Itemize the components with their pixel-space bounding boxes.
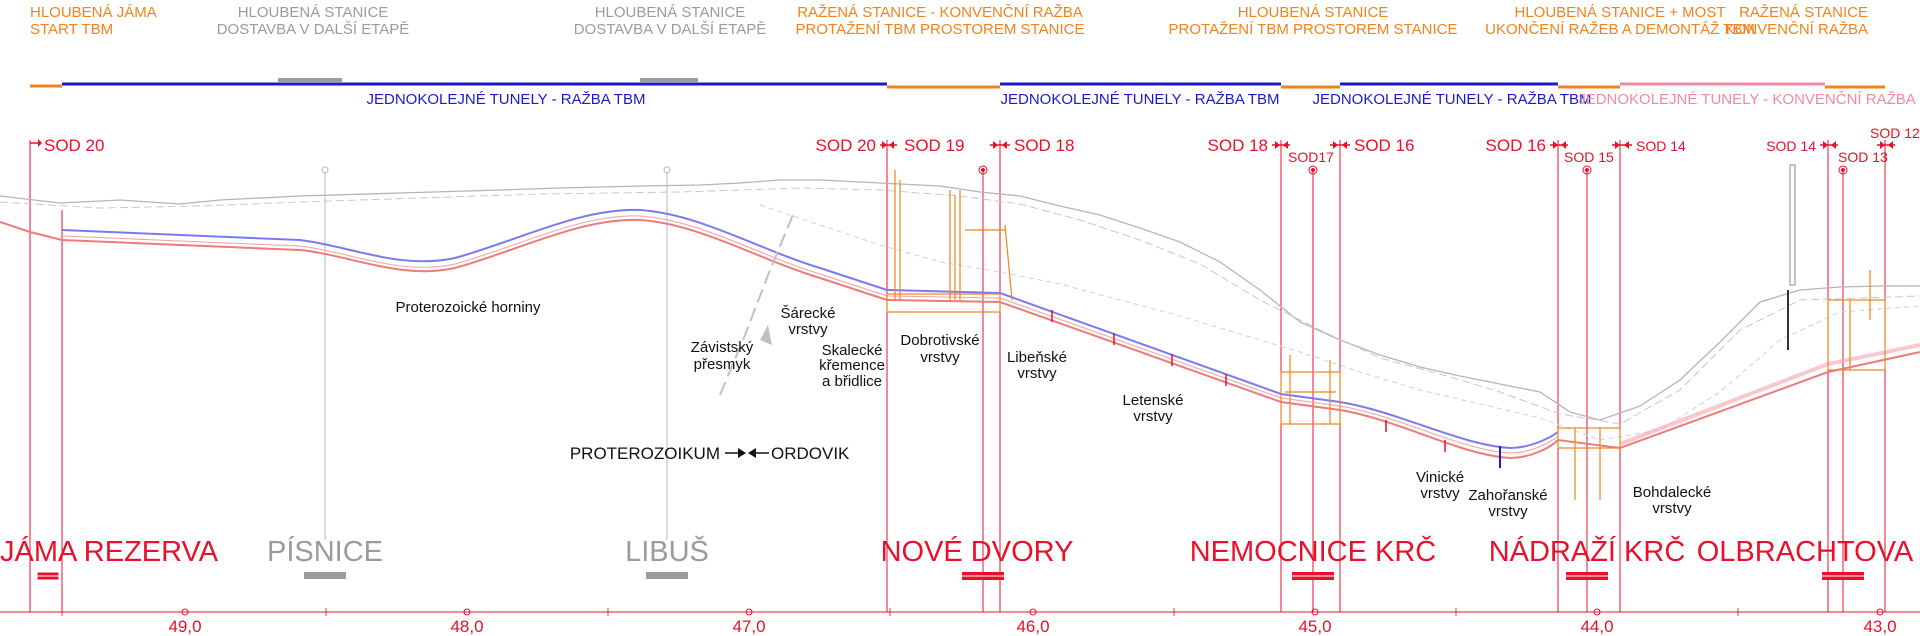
header-olbrachtova-line1: RAŽENÁ STANICE xyxy=(1739,4,1868,21)
header-nemocnice-line2: PROTAŽENÍ TBM PROSTOREM STANICE xyxy=(1169,21,1458,38)
chainage-label-47: 47,0 xyxy=(732,617,765,636)
geology-label-libenske-1: Libeňské xyxy=(1007,349,1067,366)
geology-label-letenske-2: vrstvy xyxy=(1133,408,1173,425)
geology-label-dobrotivske-1: Dobrotivské xyxy=(900,332,979,349)
sod-label-19: SOD 19 xyxy=(904,136,964,155)
geology-label-skalecke-1: Skalecké xyxy=(822,342,883,359)
geology-label-sarecke-2: vrstvy xyxy=(788,321,828,338)
chainage-label-49: 49,0 xyxy=(168,617,201,636)
construction-method-bar: JEDNOKOLEJNÉ TUNELY - RAŽBA TBM JEDNOKOL… xyxy=(30,78,1916,108)
sod-label-16-left: SOD 16 xyxy=(1354,136,1414,155)
geology-label-vinicke-2: vrstvy xyxy=(1420,485,1460,502)
sod-label-18-right: SOD 18 xyxy=(1208,136,1268,155)
chainage-label-45: 45,0 xyxy=(1298,617,1331,636)
sod-label-20-left: SOD 20 xyxy=(44,136,104,155)
geology-label-skalecke-3: a břidlice xyxy=(822,373,882,390)
era-label-proterozoikum: PROTEROZOIKUM xyxy=(570,444,720,463)
sod-label-12: SOD 12 xyxy=(1870,125,1920,141)
chainage-label-43: 43,0 xyxy=(1863,617,1896,636)
future-station-lines xyxy=(321,166,671,540)
header-jama-line2: START TBM xyxy=(30,21,113,38)
header-nadrazi-line1: HLOUBENÁ STANICE + MOST xyxy=(1514,4,1725,21)
geology-label-vinicke-1: Vinické xyxy=(1416,469,1464,486)
sod-label-20-right: SOD 20 xyxy=(816,136,876,155)
station-names: JÁMA REZERVA PÍSNICE LIBUŠ NOVÉ DVORY NE… xyxy=(0,534,1914,568)
geology-label-sarecke-1: Šárecké xyxy=(780,305,835,322)
section-boundary-lines xyxy=(29,140,1886,612)
station-name-jama-rezerva: JÁMA REZERVA xyxy=(0,535,219,568)
station-name-nove-dvory: NOVÉ DVORY xyxy=(881,535,1074,568)
fault-line xyxy=(719,209,796,396)
geology-label-zavistsky-1: Závistský xyxy=(691,339,754,356)
geology-label-zavistsky-2: přesmyk xyxy=(694,356,751,373)
station-structures xyxy=(886,170,1886,500)
geology-label-dobrotivske-2: vrstvy xyxy=(920,349,960,366)
era-label-ordovik: ORDOVIK xyxy=(771,444,850,463)
station-name-pisnice: PÍSNICE xyxy=(267,535,383,568)
geology-label-zahoranske-1: Zahořanské xyxy=(1468,487,1547,504)
geology-label-letenske-1: Letenské xyxy=(1123,392,1184,409)
geology-label-bohdalecke-2: vrstvy xyxy=(1652,500,1692,517)
station-name-libus: LIBUŠ xyxy=(625,534,709,568)
station-name-olbrachtova: OLBRACHTOVA xyxy=(1697,536,1914,568)
geology-label-proterozoic: Proterozoické horniny xyxy=(395,299,541,316)
era-boundary: PROTEROZOIKUM ORDOVIK xyxy=(570,444,850,463)
geology-label-libenske-2: vrstvy xyxy=(1017,365,1057,382)
sod-label-17: SOD17 xyxy=(1288,149,1334,165)
geology-label-bohdalecke-1: Bohdalecké xyxy=(1633,484,1711,501)
geology-labels: Proterozoické horniny Šárecké vrstvy Záv… xyxy=(395,299,1711,520)
header-pisnice-line2: DOSTAVBA V DALŠÍ ETAPĚ xyxy=(217,21,410,38)
tunnel-label-4: JEDNOKOLEJNÉ TUNELY - KONVENČNÍ RAŽBA xyxy=(1578,91,1916,108)
header-libus-line2: DOSTAVBA V DALŠÍ ETAPĚ xyxy=(574,21,767,38)
chainage-axis: 49,0 48,0 47,0 46,0 45,0 44,0 43,0 xyxy=(0,608,1920,636)
header-libus-line1: HLOUBENÁ STANICE xyxy=(595,4,746,21)
header-notes: HLOUBENÁ JÁMA START TBM HLOUBENÁ STANICE… xyxy=(30,4,1868,38)
sod-label-15: SOD 15 xyxy=(1564,149,1614,165)
header-novedvory-line2: PROTAŽENÍ TBM PROSTOREM STANICE xyxy=(796,21,1085,38)
sod-label-14-left: SOD 14 xyxy=(1636,138,1686,154)
header-olbrachtova-line2: KONVENČNÍ RAŽBA xyxy=(1725,21,1868,38)
chainage-label-46: 46,0 xyxy=(1016,617,1049,636)
tunnel-label-1: JEDNOKOLEJNÉ TUNELY - RAŽBA TBM xyxy=(367,91,646,108)
tunnel-label-2: JEDNOKOLEJNÉ TUNELY - RAŽBA TBM xyxy=(1001,91,1280,108)
tunnel-label-3: JEDNOKOLEJNÉ TUNELY - RAŽBA TBM xyxy=(1313,91,1592,108)
header-jama-line1: HLOUBENÁ JÁMA xyxy=(30,4,157,21)
sod-labels: SOD 20 SOD 20 SOD 19 SOD 18 SOD 18 SOD17… xyxy=(44,125,1920,165)
chainage-label-48: 48,0 xyxy=(450,617,483,636)
sod-label-18-left: SOD 18 xyxy=(1014,136,1074,155)
station-name-nemocnice-krc: NEMOCNICE KRČ xyxy=(1190,534,1437,568)
header-novedvory-line1: RAŽENÁ STANICE - KONVENČNÍ RAŽBA xyxy=(797,4,1083,21)
station-bars xyxy=(36,571,1864,581)
header-nadrazi-line2: UKONČENÍ RAŽEB A DEMONTÁŽ TBM xyxy=(1485,21,1755,38)
chainage-label-44: 44,0 xyxy=(1580,617,1613,636)
station-axis-markers xyxy=(978,165,1848,175)
geology-label-skalecke-2: křemence xyxy=(819,357,885,374)
sod-label-13: SOD 13 xyxy=(1838,149,1888,165)
sod-label-16-right: SOD 16 xyxy=(1486,136,1546,155)
sod-label-14-right: SOD 14 xyxy=(1766,138,1816,154)
header-nemocnice-line1: HLOUBENÁ STANICE xyxy=(1238,4,1389,21)
station-name-nadrazi-krc: NÁDRAŽÍ KRČ xyxy=(1489,534,1686,568)
geology-label-zahoranske-2: vrstvy xyxy=(1488,503,1528,520)
sod-markers xyxy=(30,139,1895,149)
header-pisnice-line1: HLOUBENÁ STANICE xyxy=(238,4,389,21)
adit-shaft xyxy=(1787,164,1796,350)
